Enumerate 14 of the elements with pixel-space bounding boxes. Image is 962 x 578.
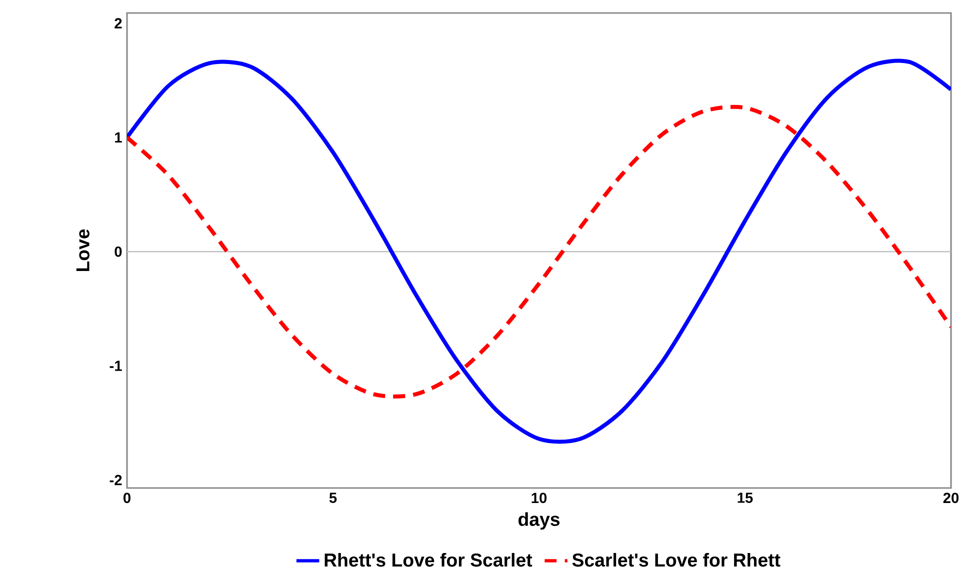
x-tick-label: 20 (943, 492, 959, 504)
legend-label: Scarlet's Love for Rhett (572, 552, 780, 567)
y-tick-label: 1 (115, 132, 122, 142)
legend-label: Rhett's Love for Scarlet (324, 552, 532, 567)
x-axis-title: days (518, 512, 560, 530)
y-tick-label: 2 (114, 18, 122, 28)
x-tick-label: 10 (532, 492, 547, 504)
x-tick-label: 15 (738, 492, 753, 503)
y-tick-label: 0 (114, 246, 122, 257)
y-tick-label: -2 (110, 474, 122, 486)
x-tick-label: 5 (329, 492, 337, 503)
y-axis-title: Love (76, 229, 90, 272)
y-tick-label: -1 (110, 360, 122, 371)
x-tick-label: 0 (124, 492, 130, 504)
